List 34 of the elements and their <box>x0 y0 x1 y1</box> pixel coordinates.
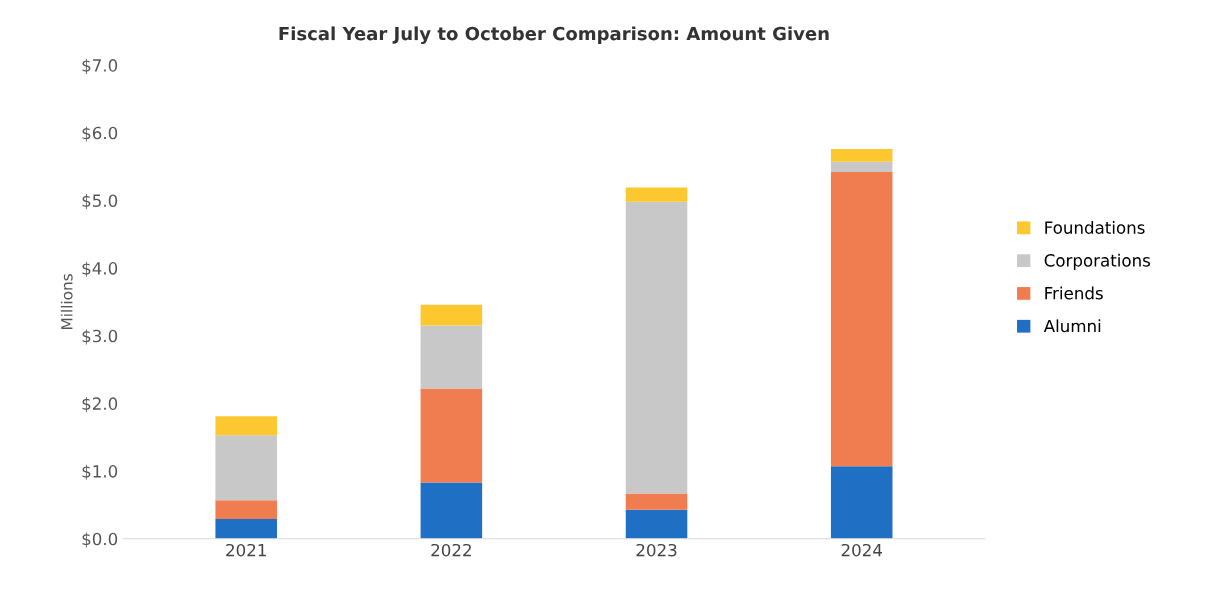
legend-label: Friends <box>1045 286 1103 300</box>
bar <box>420 325 483 389</box>
bar <box>420 482 483 539</box>
y-tick-label: $4.0 <box>82 261 118 277</box>
bar <box>830 161 893 173</box>
bar <box>830 149 893 162</box>
y-tick-label: $6.0 <box>82 126 118 142</box>
bar <box>215 500 277 520</box>
bar <box>215 519 277 539</box>
bar <box>625 201 688 494</box>
x-tick-label: 2022 <box>431 543 471 557</box>
bar <box>625 509 688 539</box>
x-tick-label: 2021 <box>226 543 266 557</box>
y-axis-title: Millions <box>60 274 73 329</box>
bar <box>420 304 483 326</box>
bar <box>215 416 277 436</box>
bar <box>625 187 688 202</box>
y-tick-label: $1.0 <box>82 464 118 480</box>
x-tick-label: 2023 <box>636 543 677 557</box>
x-tick-label: 2024 <box>841 543 882 557</box>
bar <box>625 493 688 510</box>
y-tick-label: $7.0 <box>82 58 118 74</box>
bar <box>420 388 483 483</box>
bar <box>830 466 893 539</box>
legend-label: Corporations <box>1044 253 1151 270</box>
y-tick-label: $5.0 <box>82 194 118 210</box>
chart-title: Fiscal Year July to October Comparison: Amount Given <box>279 26 829 45</box>
y-tick-label: $0.0 <box>82 532 118 548</box>
y-tick-label: $2.0 <box>82 397 118 413</box>
legend-label: Alumni <box>1043 319 1101 333</box>
bar <box>830 172 893 467</box>
legend-label: Foundations <box>1045 220 1145 234</box>
y-tick-label: $3.0 <box>82 329 118 345</box>
bar <box>215 435 277 501</box>
